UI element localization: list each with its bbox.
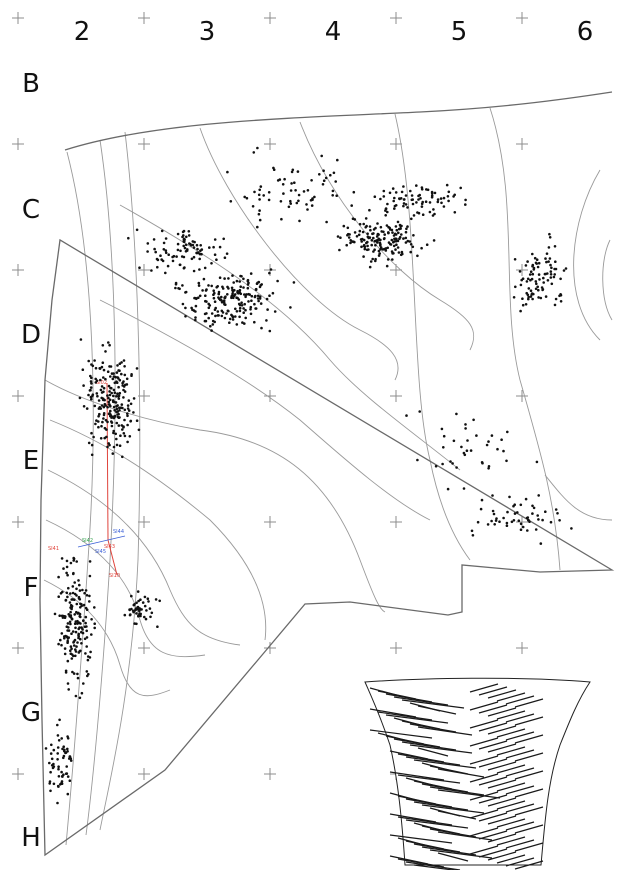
survey-line-red [106,382,109,541]
grid-crosses [12,12,528,780]
site-boundary [39,91,615,857]
survey-line-red-2 [107,539,118,576]
row-label-b: B [22,69,40,99]
line-label: SI44 [113,529,124,535]
column-label-3: 3 [198,17,216,47]
column-label-4: 4 [324,17,342,47]
pottery-vessel-drawing [364,677,591,870]
row-label-h: H [21,823,41,853]
column-label-2: 2 [73,17,91,47]
survey-line-blue [77,535,126,548]
line-label: SI43 [104,544,115,550]
line-label: SI02 [96,380,107,386]
row-label-d: D [20,320,42,350]
line-label: SI41 [48,546,59,552]
row-label-g: G [20,698,42,728]
row-label-e: E [22,446,40,476]
line-label: SI10 [109,573,120,579]
column-label-5: 5 [450,17,468,47]
column-label-6: 6 [576,17,594,47]
row-label-f: F [23,573,39,603]
artifact-dots [44,146,573,805]
row-label-c: C [21,195,41,225]
line-label: SI42 [82,538,93,544]
line-label: SI45 [95,549,106,555]
